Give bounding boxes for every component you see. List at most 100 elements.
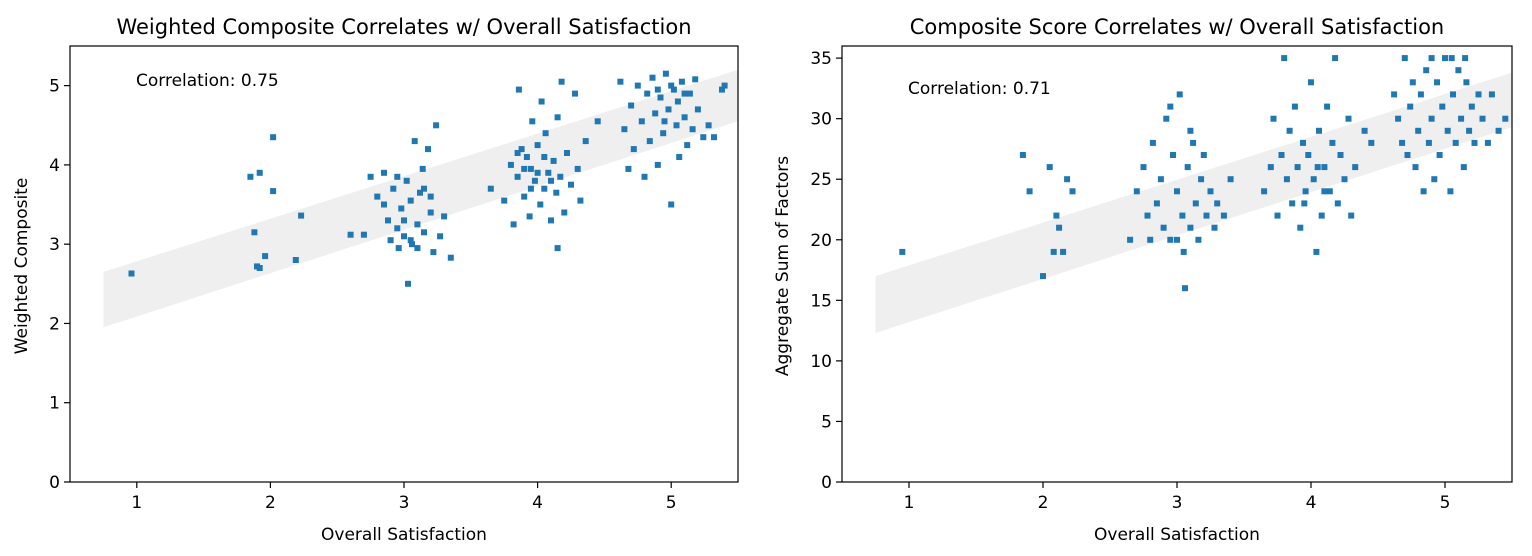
left-correlation-annotation: Correlation: 0.75 (136, 71, 279, 91)
right-scatter-point (1286, 127, 1293, 134)
left-scatter-point (419, 165, 426, 172)
right-scatter-point (1447, 188, 1454, 195)
right-scatter-point (1409, 79, 1416, 86)
left-scatter-point (594, 118, 601, 125)
left-scatter-point (487, 185, 494, 192)
left-scatter-point (700, 134, 707, 141)
left-scatter-point (407, 237, 414, 244)
right-scatter-point (1468, 103, 1475, 110)
left-chart-title: Weighted Composite Correlates w/ Overall… (116, 15, 691, 39)
left-scatter-point (409, 241, 415, 248)
left-scatter-point (692, 76, 699, 83)
right-scatter-point (1149, 139, 1156, 146)
right-scatter-point (1140, 164, 1147, 171)
left-scatter-point (128, 270, 135, 277)
left-scatter-point (625, 165, 632, 172)
left-scatter-point (660, 130, 667, 137)
left-scatter-point (407, 197, 414, 204)
right-scatter-point (1056, 224, 1063, 231)
right-scatter-point (1434, 79, 1440, 86)
right-scatter-point (1313, 248, 1320, 255)
left-scatter-point (421, 185, 427, 192)
right-scatter-point (1404, 152, 1411, 158)
right-scatter-point (1147, 236, 1154, 243)
right-scatter-point (1040, 273, 1046, 280)
right-x-tick-label: 2 (1038, 493, 1049, 513)
left-scatter-point (678, 78, 685, 85)
left-y-tick-label: 3 (49, 235, 60, 255)
right-scatter-point (1334, 200, 1341, 207)
right-scatter-point (1026, 188, 1033, 195)
left-scatter-point (541, 154, 548, 160)
right-scatter-point (1167, 103, 1174, 110)
left-y-tick-label: 5 (49, 77, 60, 97)
right-scatter-point (1227, 176, 1234, 183)
left-ticks-layer: 1 2 3 4 5 0 1 2 3 4 5 (49, 77, 676, 513)
right-scatter-point (1203, 212, 1210, 219)
right-scatter-point (1176, 91, 1183, 98)
left-scatter-point (641, 173, 648, 180)
left-scatter-point (654, 86, 661, 93)
left-scatter-point (427, 209, 434, 216)
left-scatter-point (541, 185, 548, 192)
left-scatter-point (681, 90, 688, 97)
left-scatter-point (654, 161, 661, 168)
right-scatter-point (1460, 164, 1467, 171)
right-scatter-point (1428, 115, 1435, 122)
left-scatter-point (403, 177, 410, 184)
right-scatter-point (1184, 164, 1191, 171)
left-scatter-point (534, 169, 541, 176)
right-scatter-point (1278, 152, 1285, 158)
left-scatter-point (521, 165, 528, 172)
right-scatter-point (1153, 200, 1160, 207)
right-scatter-point (1399, 139, 1406, 146)
left-scatter-point (367, 173, 374, 180)
right-plot-frame (841, 45, 1513, 483)
left-scatter-point (527, 185, 534, 192)
left-plot-frame (69, 45, 739, 483)
left-scatter-point (545, 169, 552, 176)
right-points-layer (899, 55, 1509, 292)
left-scatter-point (527, 165, 534, 172)
left-scatter-point (390, 185, 397, 192)
right-scatter-point (1214, 200, 1221, 207)
left-scatter-point (574, 165, 581, 172)
left-scatter-point (298, 212, 305, 219)
right-scatter-point (1187, 224, 1194, 231)
right-scatter-point (1267, 164, 1274, 171)
left-scatter-point (674, 98, 681, 105)
right-y-tick-label: 10 (810, 352, 832, 372)
left-scatter-point (657, 94, 664, 101)
right-scatter-point (1305, 152, 1312, 158)
left-y-axis-label: Weighted Composite (12, 178, 32, 355)
left-scatter-point (561, 209, 568, 216)
right-scatter-point (1270, 115, 1277, 122)
right-scatter-point (1417, 91, 1424, 98)
left-scatter-point (387, 237, 394, 244)
right-scatter-point (1308, 79, 1314, 86)
right-scatter-point (1420, 188, 1427, 195)
right-y-axis-label: Aggregate Sum of Factors (773, 156, 793, 376)
left-scatter-point (510, 221, 517, 228)
right-scatter-point (1488, 91, 1495, 98)
right-scatter-point (1192, 200, 1199, 207)
left-scatter-point (548, 177, 554, 184)
left-scatter-point (554, 114, 561, 121)
right-scatter-point (1431, 176, 1438, 183)
right-scatter-point (1060, 248, 1067, 255)
left-scatter-point (374, 193, 381, 200)
right-scatter-point (1428, 55, 1435, 62)
left-x-tick-label: 2 (265, 493, 276, 513)
right-scatter-point (1207, 188, 1214, 195)
right-scatter-point (1321, 164, 1328, 171)
right-scatter-point (1412, 164, 1419, 171)
left-scatter-point (251, 229, 258, 236)
left-scatter-point (514, 173, 521, 180)
right-scatter-point (1274, 212, 1281, 219)
left-scatter-point (649, 74, 656, 81)
right-scatter-point (1484, 139, 1491, 146)
right-scatter-point (1463, 79, 1470, 86)
right-scatter-point (1179, 212, 1186, 219)
left-scatter-point (531, 177, 538, 184)
right-scatter-point (1502, 115, 1509, 122)
